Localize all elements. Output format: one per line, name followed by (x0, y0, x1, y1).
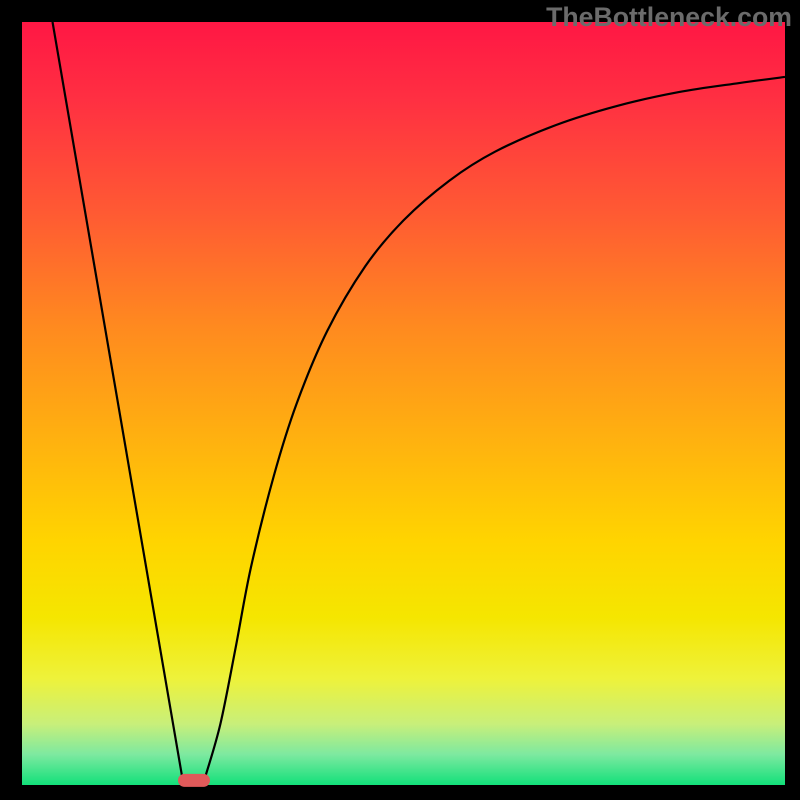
optimal-marker (178, 774, 210, 786)
watermark-text: TheBottleneck.com (546, 2, 792, 33)
bottleneck-curve (22, 22, 785, 785)
curve-right-segment (205, 77, 785, 777)
curve-left-segment (53, 22, 183, 777)
chart-container: TheBottleneck.com (0, 0, 800, 800)
plot-area (22, 22, 785, 785)
